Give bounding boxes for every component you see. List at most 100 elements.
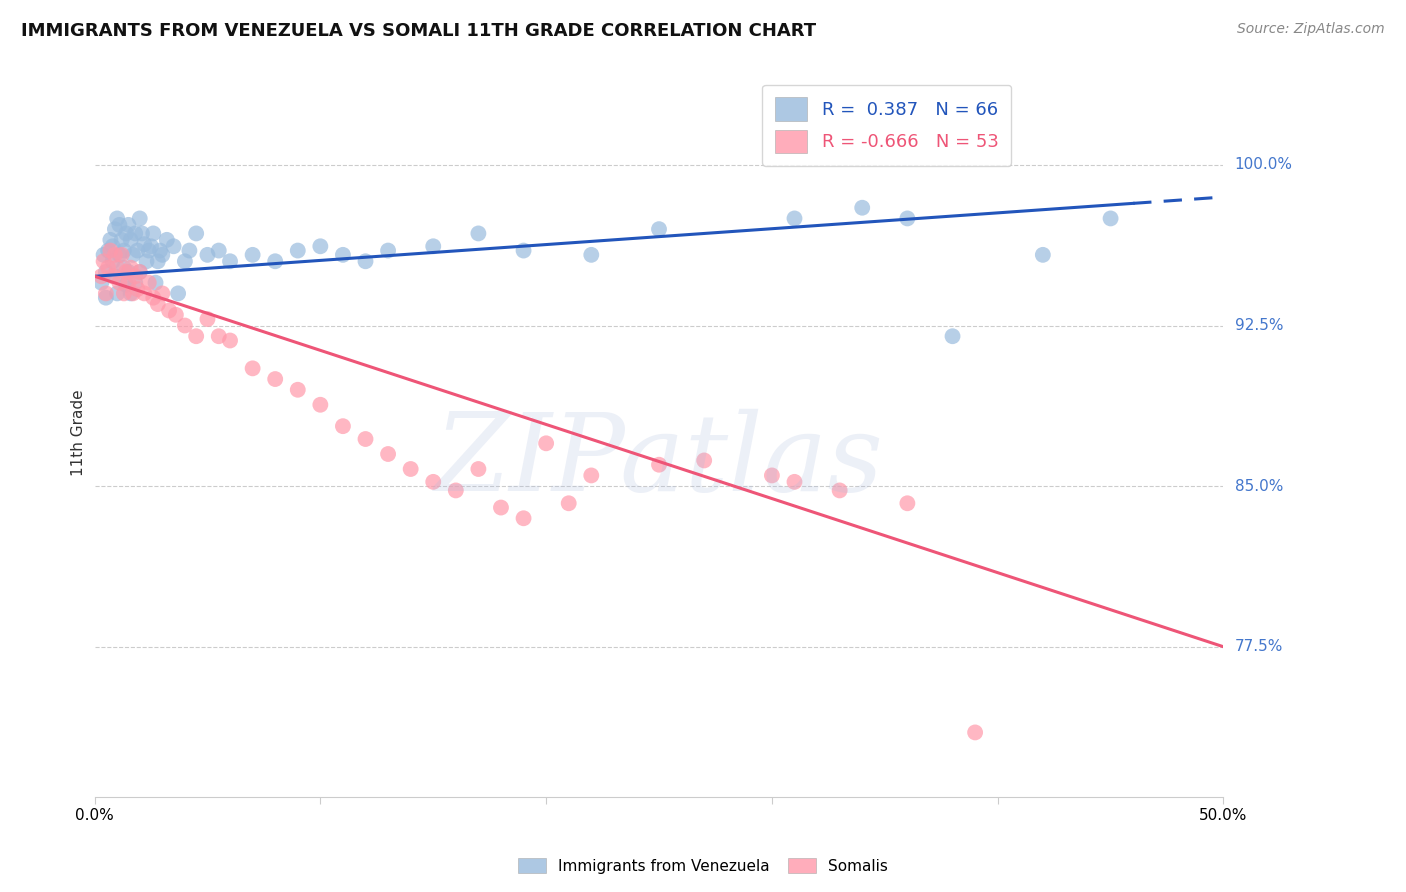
Point	[264, 372, 287, 386]
Point	[97, 260, 120, 275]
Text: 77.5%: 77.5%	[1234, 640, 1282, 654]
Point	[399, 462, 422, 476]
Point	[104, 222, 127, 236]
Point	[108, 276, 131, 290]
Point	[115, 227, 138, 241]
Point	[219, 334, 242, 348]
Point	[156, 233, 179, 247]
Point	[422, 475, 444, 489]
Point	[264, 254, 287, 268]
Point	[108, 248, 131, 262]
Point	[1032, 248, 1054, 262]
Point	[146, 254, 169, 268]
Point	[115, 265, 138, 279]
Point	[467, 462, 489, 476]
Point	[896, 211, 918, 226]
Point	[117, 276, 139, 290]
Point	[90, 269, 112, 284]
Point	[693, 453, 716, 467]
Point	[127, 282, 149, 296]
Point	[219, 254, 242, 268]
Point	[309, 398, 332, 412]
Point	[1099, 211, 1122, 226]
Point	[648, 222, 671, 236]
Point	[377, 447, 399, 461]
Point	[112, 260, 135, 275]
Point	[127, 244, 149, 258]
Point	[783, 475, 806, 489]
Point	[94, 265, 117, 279]
Point	[128, 265, 150, 279]
Point	[131, 227, 153, 241]
Point	[332, 248, 354, 262]
Text: 92.5%: 92.5%	[1234, 318, 1284, 333]
Text: 85.0%: 85.0%	[1234, 479, 1282, 493]
Point	[444, 483, 467, 498]
Point	[149, 244, 172, 258]
Point	[124, 227, 146, 241]
Point	[581, 468, 603, 483]
Legend: R =  0.387   N = 66, R = -0.666   N = 53: R = 0.387 N = 66, R = -0.666 N = 53	[762, 85, 1011, 166]
Point	[242, 248, 264, 262]
Point	[112, 244, 135, 258]
Y-axis label: 11th Grade: 11th Grade	[72, 389, 86, 476]
Point	[122, 248, 145, 262]
Point	[112, 286, 135, 301]
Point	[489, 500, 512, 515]
Point	[828, 483, 851, 498]
Point	[105, 260, 128, 275]
Point	[165, 308, 187, 322]
Point	[142, 291, 165, 305]
Point	[157, 303, 180, 318]
Point	[162, 239, 184, 253]
Point	[101, 254, 124, 268]
Text: IMMIGRANTS FROM VENEZUELA VS SOMALI 11TH GRADE CORRELATION CHART: IMMIGRANTS FROM VENEZUELA VS SOMALI 11TH…	[21, 22, 817, 40]
Point	[965, 725, 987, 739]
Point	[124, 276, 146, 290]
Point	[332, 419, 354, 434]
Point	[128, 265, 150, 279]
Point	[138, 276, 160, 290]
Point	[100, 244, 122, 258]
Point	[101, 239, 124, 253]
Point	[93, 254, 115, 268]
Point	[111, 233, 134, 247]
Point	[167, 286, 190, 301]
Point	[117, 218, 139, 232]
Point	[287, 383, 309, 397]
Point	[208, 329, 231, 343]
Point	[186, 329, 208, 343]
Point	[512, 244, 534, 258]
Point	[108, 218, 131, 232]
Point	[197, 312, 219, 326]
Point	[648, 458, 671, 472]
Point	[761, 468, 783, 483]
Legend: Immigrants from Venezuela, Somalis: Immigrants from Venezuela, Somalis	[512, 852, 894, 880]
Point	[94, 291, 117, 305]
Point	[120, 233, 142, 247]
Text: 100.0%: 100.0%	[1234, 157, 1292, 172]
Point	[105, 286, 128, 301]
Point	[101, 269, 124, 284]
Point	[94, 286, 117, 301]
Point	[512, 511, 534, 525]
Point	[90, 276, 112, 290]
Point	[377, 244, 399, 258]
Point	[146, 297, 169, 311]
Point	[93, 248, 115, 262]
Point	[142, 227, 165, 241]
Point	[139, 239, 162, 253]
Point	[941, 329, 963, 343]
Point	[134, 286, 156, 301]
Point	[134, 237, 156, 252]
Point	[179, 244, 201, 258]
Point	[422, 239, 444, 253]
Point	[197, 248, 219, 262]
Point	[150, 248, 173, 262]
Point	[120, 286, 142, 301]
Point	[105, 211, 128, 226]
Point	[124, 269, 146, 284]
Point	[851, 201, 873, 215]
Point	[104, 269, 127, 284]
Point	[354, 254, 377, 268]
